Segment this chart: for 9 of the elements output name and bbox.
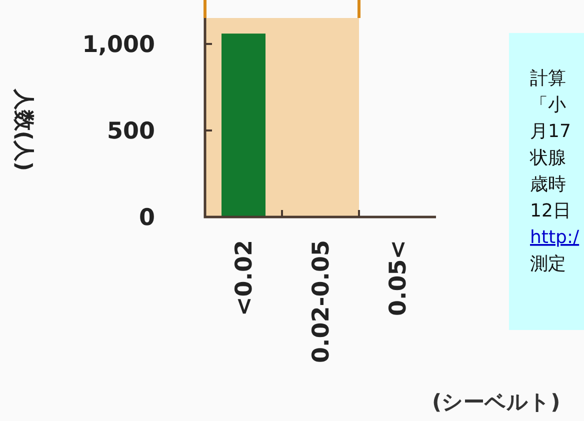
x-tick-label: 0.05< bbox=[386, 240, 412, 316]
note: 計算 「小 月17 状腺 歳時 12日 http:/ 測定 bbox=[509, 33, 584, 330]
x-tick-label: <0.02 bbox=[232, 240, 258, 316]
y-tick-label: 1,000 bbox=[82, 32, 155, 58]
x-axis-title: (シーベルト) bbox=[432, 390, 560, 414]
y-axis-title: 人数(人) bbox=[12, 88, 36, 172]
x-tick-label: 0.02-0.05 bbox=[308, 240, 334, 364]
y-tick-label: 0 bbox=[138, 205, 155, 231]
y-tick-label: 500 bbox=[106, 118, 155, 144]
